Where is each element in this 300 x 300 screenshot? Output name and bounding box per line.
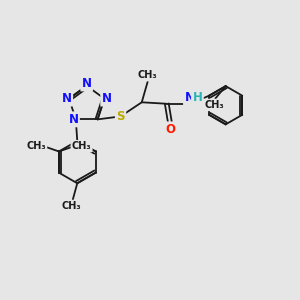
Text: N: N [68,113,78,126]
Text: CH₃: CH₃ [26,141,46,151]
Text: CH₃: CH₃ [61,201,81,211]
Text: H: H [193,92,202,104]
Text: S: S [116,110,125,123]
Text: N: N [62,92,72,105]
Text: N: N [102,92,112,105]
Text: CH₃: CH₃ [204,100,224,110]
Text: CH₃: CH₃ [72,141,92,151]
Text: N: N [184,92,194,104]
Text: O: O [165,123,175,136]
Text: N: N [82,77,92,90]
Text: CH₃: CH₃ [138,70,158,80]
